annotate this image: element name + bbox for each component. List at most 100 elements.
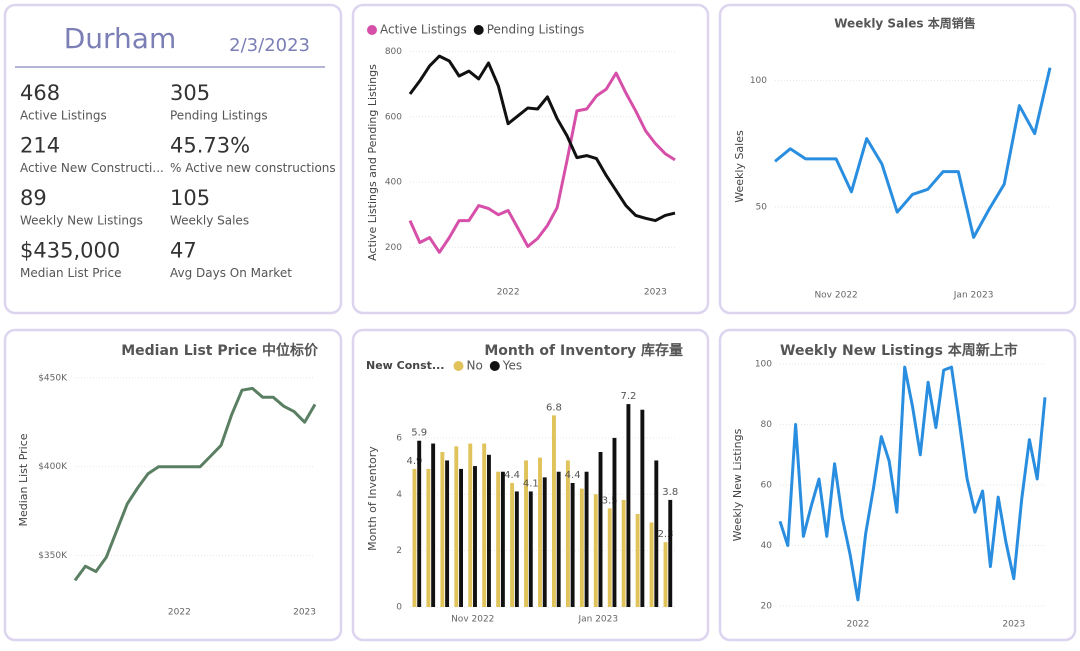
y-axis-label: Median List Price xyxy=(17,433,30,526)
bar xyxy=(473,466,477,607)
bar xyxy=(663,542,668,607)
bar xyxy=(542,477,547,607)
kpi-label: Avg Days On Market xyxy=(170,266,292,280)
bar xyxy=(440,452,445,607)
line xyxy=(408,54,676,223)
bar xyxy=(579,488,584,607)
bar xyxy=(593,494,598,607)
bar xyxy=(417,440,422,607)
y-tick-label: 2 xyxy=(396,546,402,556)
bar xyxy=(556,471,561,607)
chart-title: Month of Inventory 库存量 xyxy=(484,342,683,359)
line xyxy=(408,71,676,254)
y-tick-label: 50 xyxy=(756,203,768,213)
kpi-label: Active Listings xyxy=(20,109,107,123)
bar xyxy=(584,471,589,607)
bar xyxy=(612,437,617,607)
bar xyxy=(565,460,570,607)
x-tick-label: 2023 xyxy=(644,288,667,298)
bar xyxy=(607,508,612,607)
y-tick-label: 60 xyxy=(761,481,773,491)
chart-title: Weekly Sales 本周销售 xyxy=(834,16,976,31)
bar xyxy=(426,468,431,607)
bar xyxy=(412,468,417,607)
legend-swatch xyxy=(489,361,500,371)
kpi-value: 105 xyxy=(170,186,210,210)
bar xyxy=(626,404,631,607)
x-tick-label: 2022 xyxy=(846,620,869,630)
bar xyxy=(654,460,659,607)
kpi-value: 214 xyxy=(20,134,60,158)
bar xyxy=(486,454,491,607)
y-tick-label: 100 xyxy=(750,76,767,86)
data-label: 4.1 xyxy=(523,478,539,489)
y-tick-label: 80 xyxy=(761,420,773,430)
kpi-label: Weekly New Listings xyxy=(20,214,143,228)
bar xyxy=(468,443,473,607)
data-label: 6.8 xyxy=(546,402,562,413)
kpi-title: Durham xyxy=(64,22,177,55)
kpi-value: 89 xyxy=(20,186,47,210)
y-tick-label: 400 xyxy=(385,178,402,188)
kpi-value: 468 xyxy=(20,81,60,105)
data-label: 2.3 xyxy=(658,529,674,540)
bar xyxy=(598,452,603,607)
y-tick-label: 100 xyxy=(755,360,772,370)
kpi-value: $435,000 xyxy=(20,239,120,263)
bar xyxy=(621,499,626,607)
kpi-date: 2/3/2023 xyxy=(229,35,310,56)
legend-swatch xyxy=(473,25,484,35)
y-tick-label: $400K xyxy=(38,462,68,472)
bar xyxy=(514,491,519,607)
bar xyxy=(538,457,542,607)
chart-panel xyxy=(718,3,1077,315)
kpi-label: Weekly Sales xyxy=(170,214,249,228)
kpi-value: 305 xyxy=(170,81,210,105)
y-tick-label: 0 xyxy=(396,603,402,613)
x-tick-label: Nov 2022 xyxy=(451,615,494,625)
x-tick-label: Jan 2023 xyxy=(953,291,994,301)
legend-label: Active Listings xyxy=(380,23,467,37)
data-label: 3.5 xyxy=(602,495,618,506)
kpi-label: % Active new constructions xyxy=(170,161,336,175)
y-tick-label: 20 xyxy=(761,601,773,611)
bar xyxy=(482,443,487,607)
kpi-value: 47 xyxy=(170,239,197,263)
y-tick-label: $350K xyxy=(38,551,68,561)
bar xyxy=(510,483,515,607)
data-label: 4.4 xyxy=(504,470,520,481)
x-tick-label: 2023 xyxy=(1002,620,1025,630)
y-tick-label: 40 xyxy=(761,541,773,551)
bar xyxy=(459,468,463,607)
bar xyxy=(431,443,436,607)
x-tick-label: 2022 xyxy=(168,608,191,618)
kpi-panel xyxy=(3,3,343,315)
bar xyxy=(524,460,528,607)
y-axis-label: Weekly New Listings xyxy=(731,428,744,541)
bar xyxy=(640,409,645,607)
y-tick-label: 4 xyxy=(396,490,402,500)
bar xyxy=(551,415,556,607)
line xyxy=(73,386,317,582)
y-tick-label: $450K xyxy=(38,373,68,383)
bar xyxy=(570,483,575,607)
data-label: 4.9 xyxy=(407,456,423,467)
bar xyxy=(496,471,501,607)
data-label: 4.4 xyxy=(565,470,581,481)
y-axis-label: Month of Inventory xyxy=(366,446,379,551)
kpi-value: 45.73% xyxy=(170,134,250,158)
bar xyxy=(500,471,505,607)
kpi-label: Pending Listings xyxy=(170,109,268,123)
bar xyxy=(635,514,640,607)
x-tick-label: 2022 xyxy=(497,288,520,298)
chart-title: Median List Price 中位标价 xyxy=(121,342,319,359)
data-label: 3.8 xyxy=(662,487,678,498)
chart-panel xyxy=(3,328,343,642)
kpi-label: Active New Constructi... xyxy=(20,161,164,175)
x-tick-label: Nov 2022 xyxy=(814,291,857,301)
line xyxy=(774,67,1052,239)
legend-swatch xyxy=(453,361,464,371)
chart-title: Weekly New Listings 本周新上市 xyxy=(780,342,1018,359)
